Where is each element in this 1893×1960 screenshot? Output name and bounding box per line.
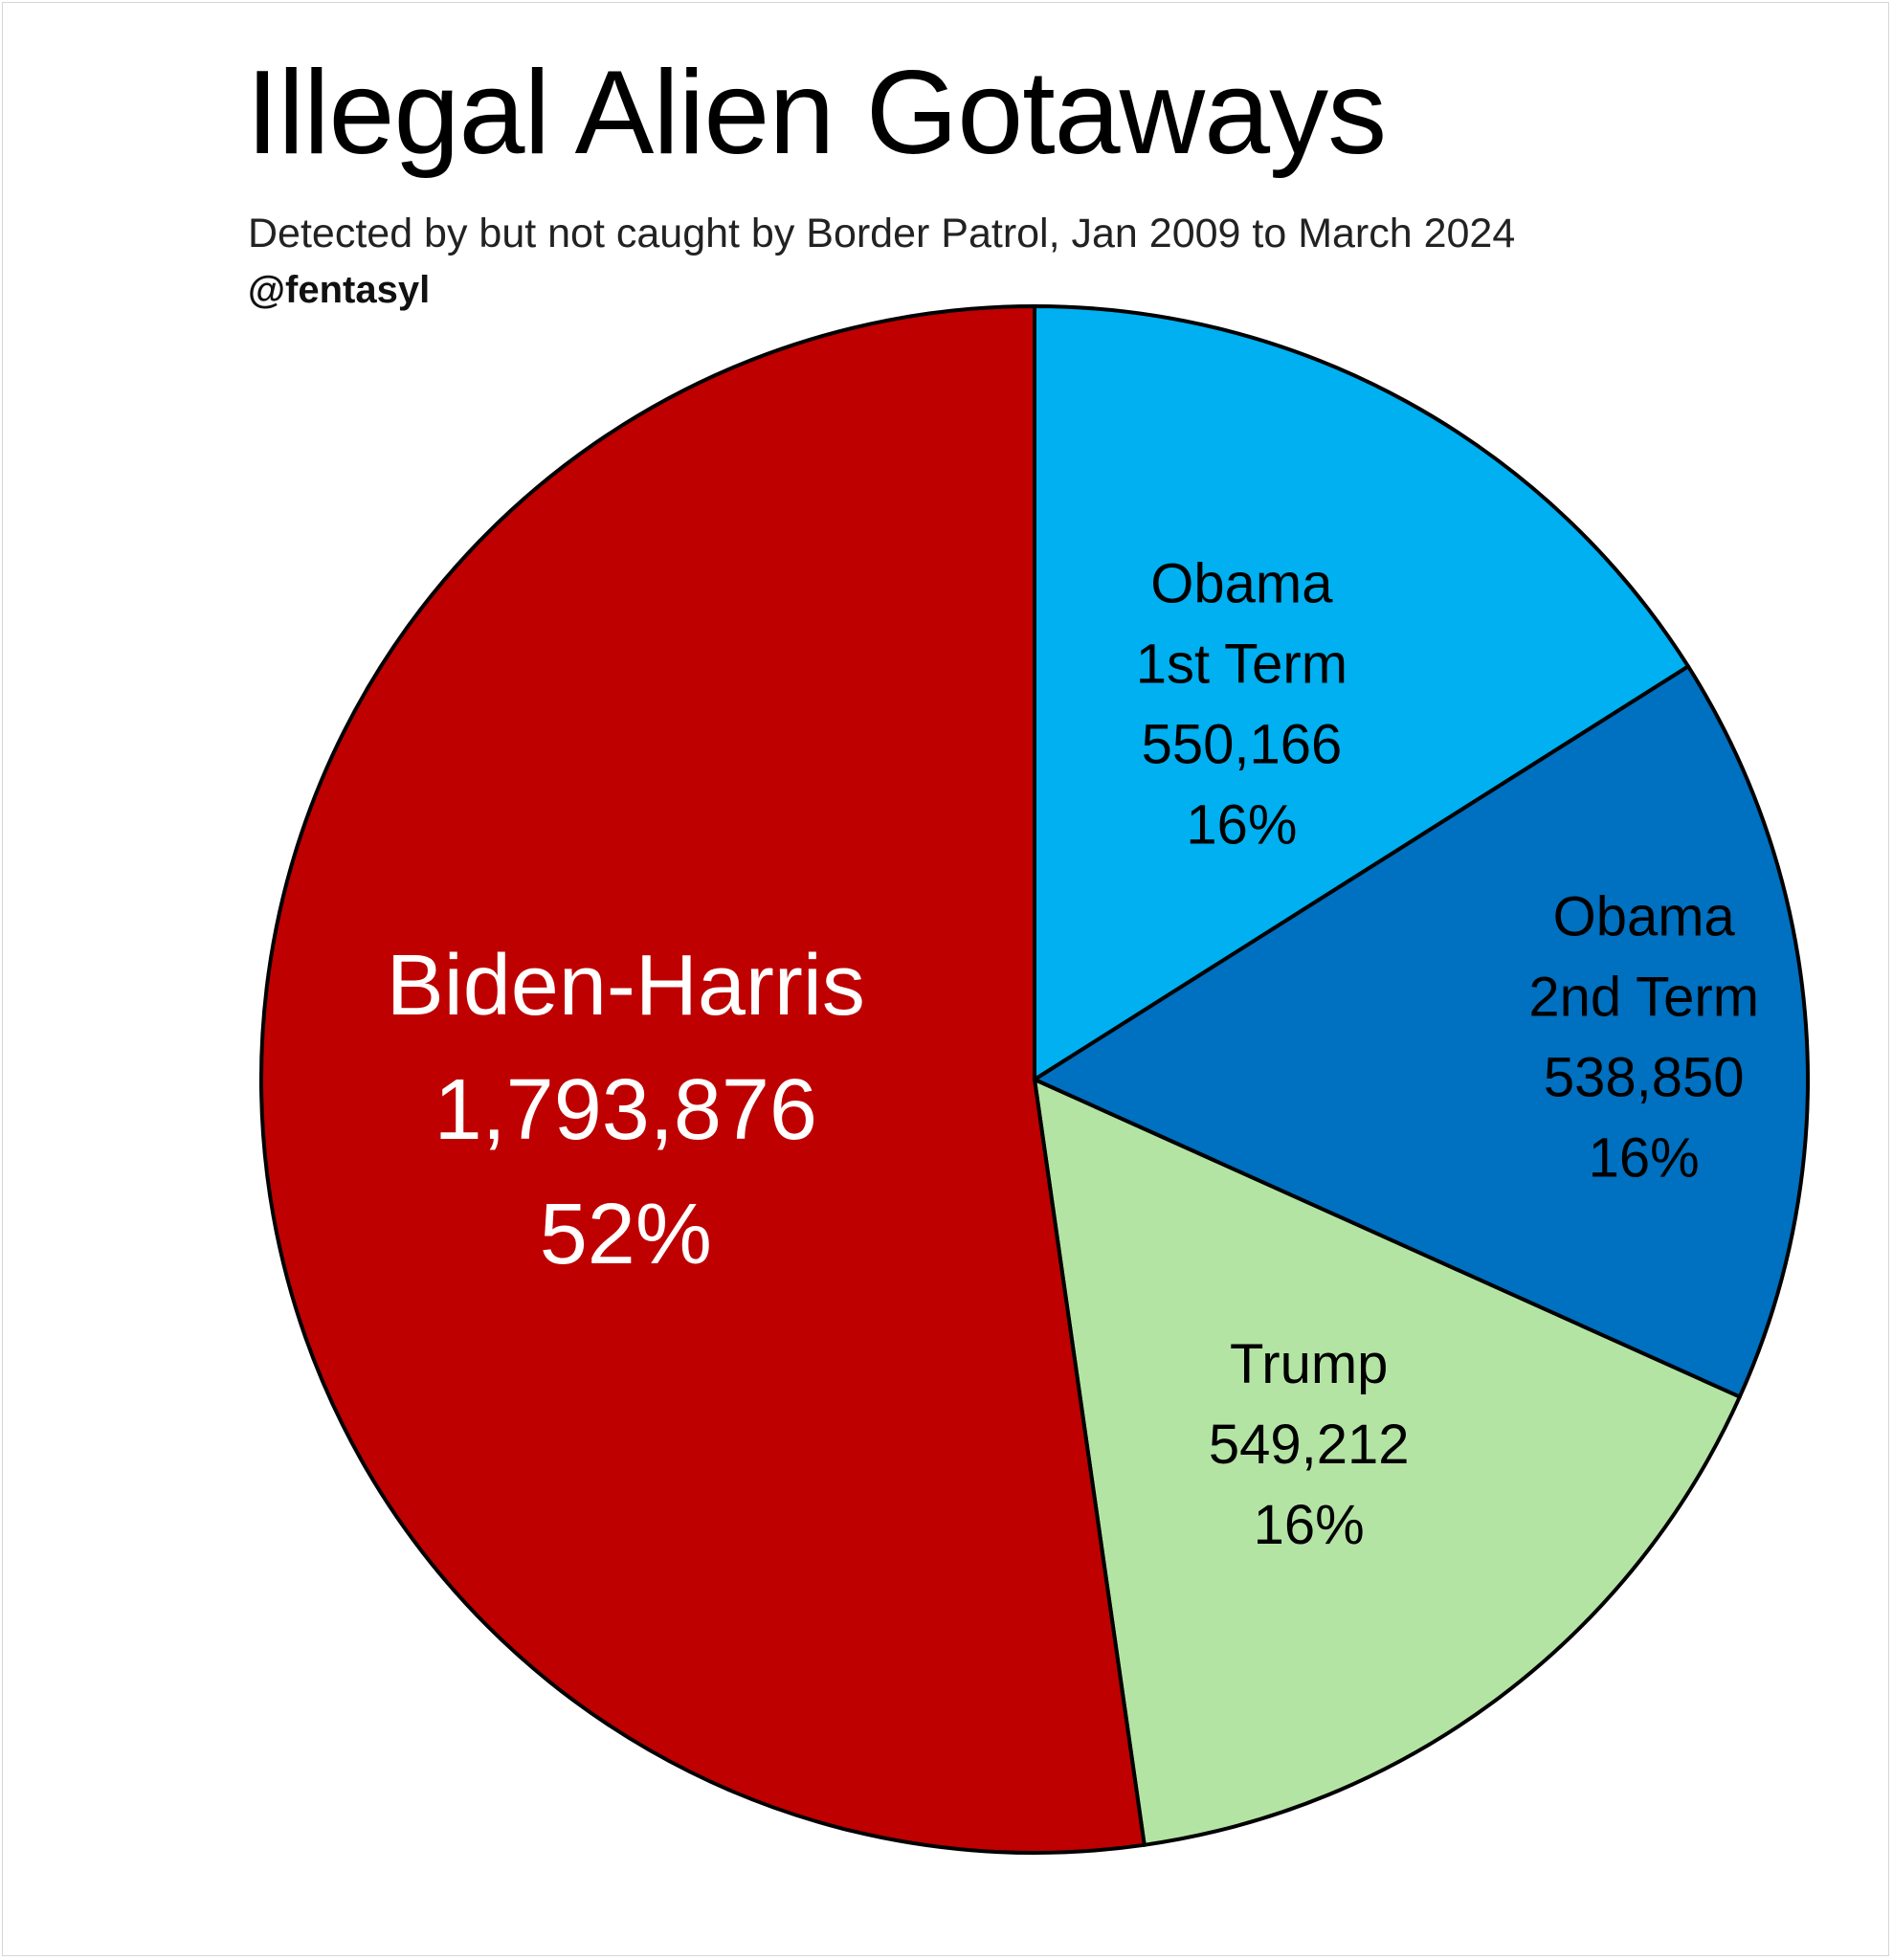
slice-percent: 16%	[1254, 1494, 1365, 1556]
slice-name-line: 2nd Term	[1528, 966, 1759, 1028]
slice-name-line: 1st Term	[1136, 634, 1347, 696]
slice-value: 538,850	[1544, 1046, 1745, 1108]
slice-percent: 16%	[1186, 794, 1297, 857]
slice-percent: 16%	[1589, 1126, 1700, 1189]
slice-value: 550,166	[1142, 714, 1343, 776]
slice-name-line: Obama	[1553, 885, 1736, 947]
slice-value: 549,212	[1209, 1414, 1410, 1476]
slice-name-line: Biden-Harris	[387, 938, 865, 1034]
slice-percent: 52%	[540, 1187, 712, 1282]
slice-name-line: Obama	[1150, 553, 1333, 615]
slice-name-line: Trump	[1230, 1333, 1388, 1395]
slice-value: 1,793,876	[434, 1062, 817, 1158]
